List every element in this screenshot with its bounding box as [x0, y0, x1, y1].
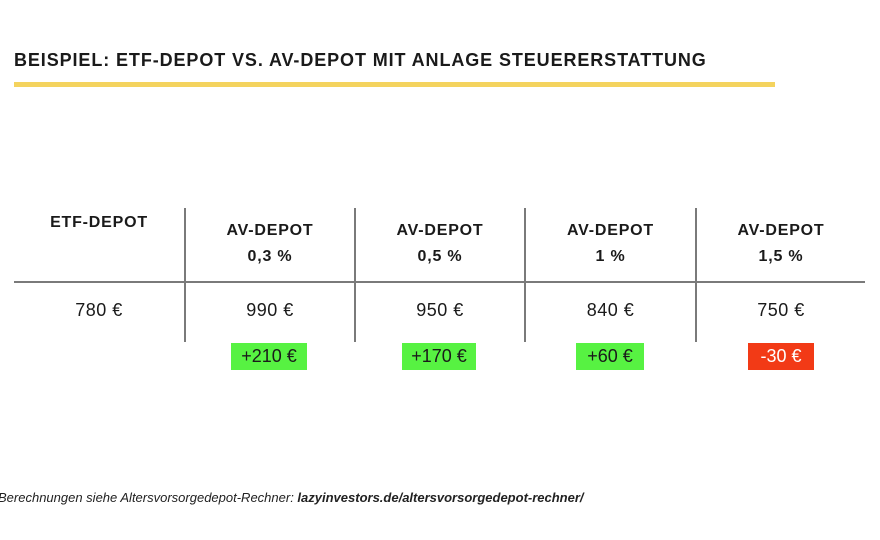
footer-note: Berechnungen siehe Altersvorsorgedepot-R…	[0, 490, 584, 505]
column-header-etf-depot: ETF-DEPOT	[50, 214, 148, 231]
diff-badge-av-depot-0-5: +170 €	[402, 343, 476, 370]
page-title: BEISPIEL: ETF-DEPOT VS. AV-DEPOT MIT ANL…	[14, 50, 707, 70]
column-divider	[354, 208, 356, 342]
column-header-av-depot-0-5: AV-DEPOT 0,5 %	[396, 222, 484, 265]
column-divider	[184, 208, 186, 342]
value-etf-depot: 780 €	[75, 300, 123, 320]
diff-badge-av-depot-0-3: +210 €	[231, 343, 307, 370]
table-header-divider	[14, 281, 865, 283]
value-av-depot-0-3: 990 €	[246, 300, 294, 320]
column-header-av-depot-1-5: AV-DEPOT 1,5 %	[737, 222, 825, 265]
title-underline	[14, 82, 775, 87]
column-header-av-depot-1: AV-DEPOT 1 %	[566, 222, 654, 265]
column-divider	[695, 208, 697, 342]
column-divider	[524, 208, 526, 342]
footer-link[interactable]: lazyinvestors.de/altersvorsorgedepot-rec…	[297, 490, 584, 505]
diff-badge-av-depot-1-5: -30 €	[748, 343, 814, 370]
diff-badge-av-depot-1: +60 €	[576, 343, 644, 370]
column-header-av-depot-0-3: AV-DEPOT 0,3 %	[226, 222, 314, 265]
footer-text: Berechnungen siehe Altersvorsorgedepot-R…	[0, 490, 298, 505]
value-av-depot-0-5: 950 €	[416, 300, 464, 320]
value-av-depot-1-5: 750 €	[757, 300, 805, 320]
value-av-depot-1: 840 €	[586, 300, 635, 320]
